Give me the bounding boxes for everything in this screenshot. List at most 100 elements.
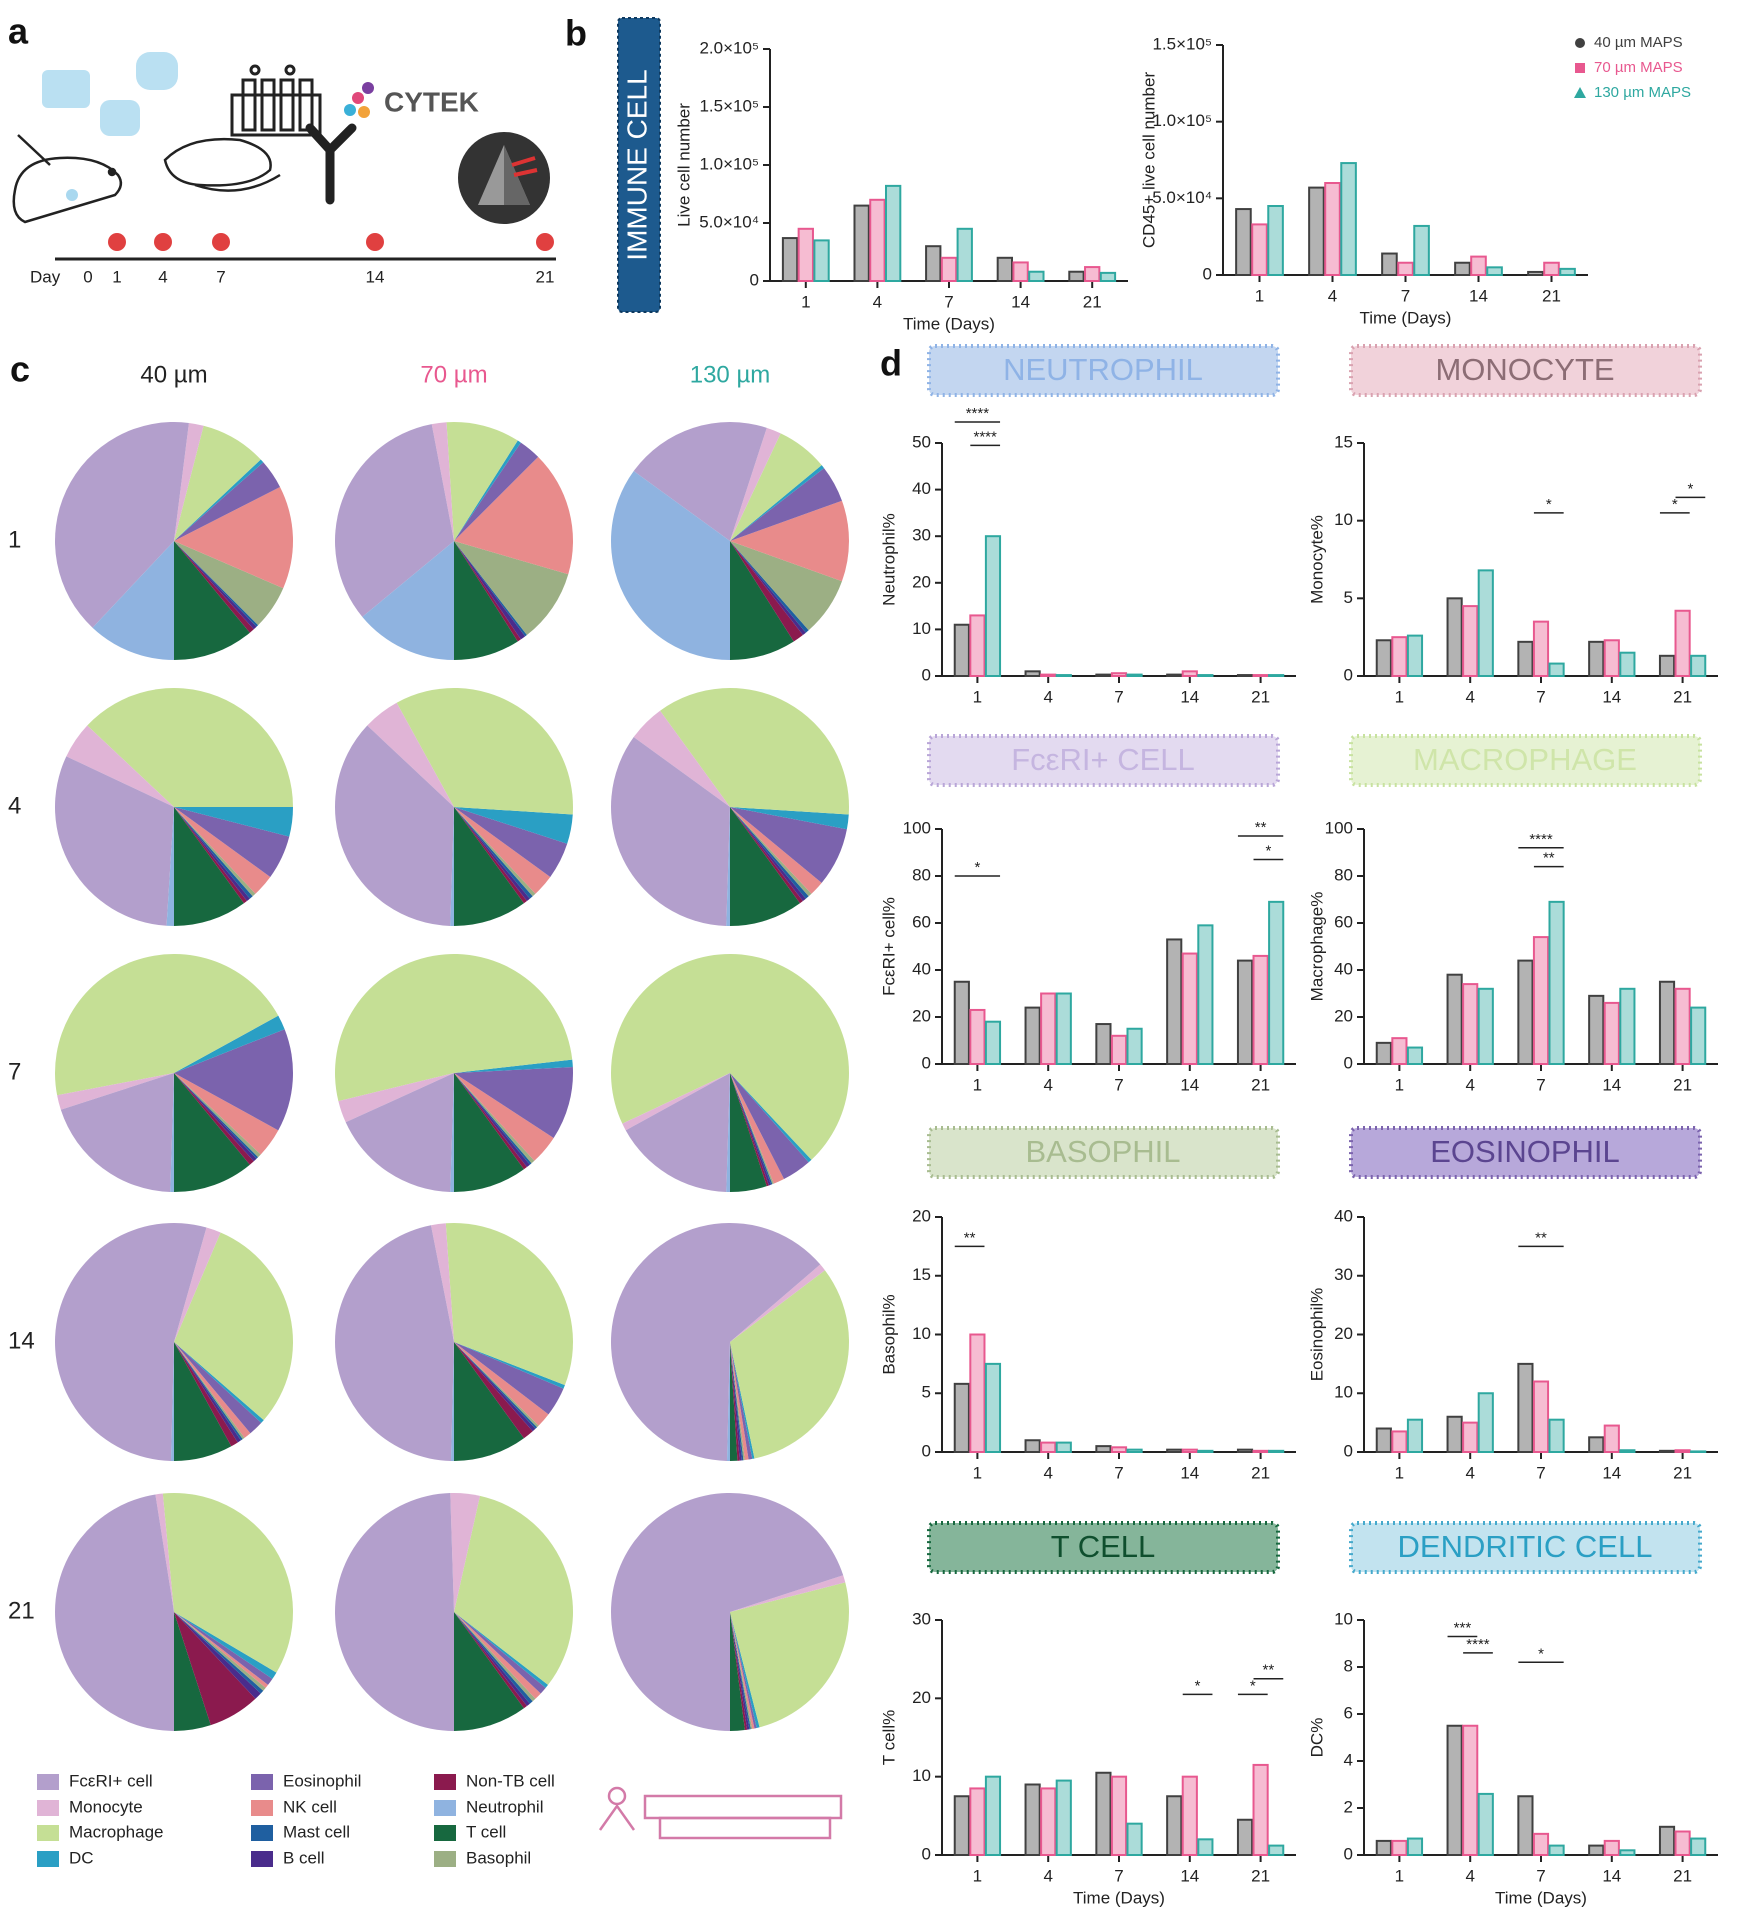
- pie-slice: [345, 1073, 454, 1192]
- y-tick-label: 8: [1344, 1656, 1353, 1675]
- bar: [1603, 1424, 1620, 1453]
- x-tick-label: 7: [1401, 286, 1410, 305]
- bar: [1658, 980, 1676, 1065]
- pie-slice: [727, 1342, 730, 1461]
- bar: [1197, 924, 1214, 1065]
- pie-slice: [730, 1342, 755, 1459]
- bar: [1658, 1825, 1676, 1857]
- pie-slice: [730, 1342, 738, 1461]
- bar: [1658, 654, 1676, 677]
- banner: [927, 1521, 1280, 1574]
- bar: [1068, 270, 1085, 283]
- pie-slice: [174, 1073, 279, 1155]
- pie-slice: [54, 756, 174, 926]
- pie-slice: [430, 1223, 454, 1342]
- legend-marker: [1575, 38, 1585, 48]
- x-tick-label: 21: [1251, 687, 1270, 706]
- bar: [1397, 261, 1414, 277]
- pie-slice: [55, 422, 189, 628]
- y-tick-label: 1.5×10⁵: [699, 96, 759, 115]
- x-tick-label: 1: [1395, 687, 1404, 706]
- y-tick-label: 50: [912, 432, 931, 451]
- bar: [1166, 1795, 1183, 1856]
- bar: [1181, 1775, 1198, 1856]
- bar: [1603, 639, 1620, 677]
- x-tick-label: 4: [873, 292, 882, 311]
- pie-slice: [367, 702, 454, 807]
- bar: [1619, 651, 1636, 678]
- pie-slice: [730, 807, 803, 904]
- significance-label: *: [1538, 1645, 1544, 1662]
- y-tick-label: 60: [1334, 912, 1353, 931]
- pie-slice: [174, 1342, 245, 1440]
- banner-text: NEUTROPHIL: [1003, 352, 1203, 387]
- x-tick-label: 21: [1251, 1866, 1270, 1885]
- pie-slice: [730, 541, 794, 660]
- panel-label: c: [10, 349, 30, 390]
- pie-slice: [454, 1073, 535, 1164]
- bar: [1462, 1724, 1479, 1856]
- bar: [1603, 1001, 1620, 1066]
- legend-swatch: [434, 1774, 456, 1790]
- bar: [1166, 1448, 1183, 1454]
- bar: [953, 623, 970, 677]
- bar: [1391, 1430, 1408, 1453]
- banner-text: DENDRITIC CELL: [1398, 1529, 1653, 1564]
- x-tick-label: 7: [1536, 687, 1545, 706]
- antibody-icon: [305, 123, 357, 205]
- pie-slice: [450, 807, 454, 926]
- banner: [1349, 1521, 1702, 1574]
- pie-slice: [174, 1073, 250, 1192]
- x-tick-label: 1: [973, 687, 982, 706]
- pie-slice: [454, 541, 526, 640]
- x-axis-label: Time (Days): [1495, 1888, 1587, 1907]
- x-tick-label: 1: [973, 1866, 982, 1885]
- banner-text: BASOPHIL: [1025, 1134, 1180, 1169]
- pie-slice: [730, 1264, 825, 1342]
- legend-swatch: [251, 1774, 273, 1790]
- x-tick-label: 7: [1114, 1463, 1123, 1482]
- bar: [940, 256, 958, 282]
- pie-slice: [730, 1073, 769, 1187]
- bar: [1055, 1441, 1072, 1453]
- pie-slice: [334, 1225, 454, 1461]
- pie-slice: [451, 1342, 454, 1461]
- significance-label: ****: [1529, 831, 1553, 848]
- bar: [1619, 987, 1636, 1065]
- pie-slice: [454, 1495, 574, 1685]
- bar: [1024, 1439, 1041, 1453]
- bar: [1308, 186, 1325, 277]
- x-tick-label: 7: [1536, 1866, 1545, 1885]
- y-tick-label: 0: [1344, 1844, 1353, 1863]
- sampling-markers: [108, 233, 554, 251]
- significance-label: *: [974, 859, 980, 876]
- y-tick-label: 60: [912, 912, 931, 931]
- panel-label: d: [880, 343, 902, 384]
- pie-slice: [454, 807, 533, 899]
- y-tick-label: 30: [1334, 1265, 1353, 1284]
- x-tick-label: 21: [1673, 1463, 1692, 1482]
- pie-slice: [730, 1342, 753, 1460]
- bar: [1095, 1771, 1112, 1856]
- bar: [1268, 1449, 1285, 1453]
- legend-label: B cell: [283, 1848, 325, 1867]
- pie-slice: [454, 807, 527, 904]
- pie-slice: [174, 1342, 238, 1447]
- bar: [1391, 636, 1408, 678]
- pie-slice: [730, 1073, 767, 1192]
- tube-rack-icon: [230, 64, 322, 137]
- bar: [1517, 1795, 1534, 1856]
- pie-slice: [454, 1073, 527, 1170]
- pie-slice: [730, 541, 803, 642]
- banner: [927, 344, 1280, 397]
- legend-marker: [1575, 63, 1585, 73]
- bar: [1268, 1844, 1285, 1856]
- y-tick-label: 15: [1334, 432, 1353, 451]
- significance-label: ****: [974, 428, 998, 445]
- bar: [1470, 255, 1487, 277]
- pie-slice: [174, 1612, 273, 1685]
- pie-slice: [730, 433, 822, 541]
- x-tick-label: 4: [1465, 687, 1474, 706]
- bar: [1251, 223, 1268, 276]
- y-tick-label: 10: [912, 619, 931, 638]
